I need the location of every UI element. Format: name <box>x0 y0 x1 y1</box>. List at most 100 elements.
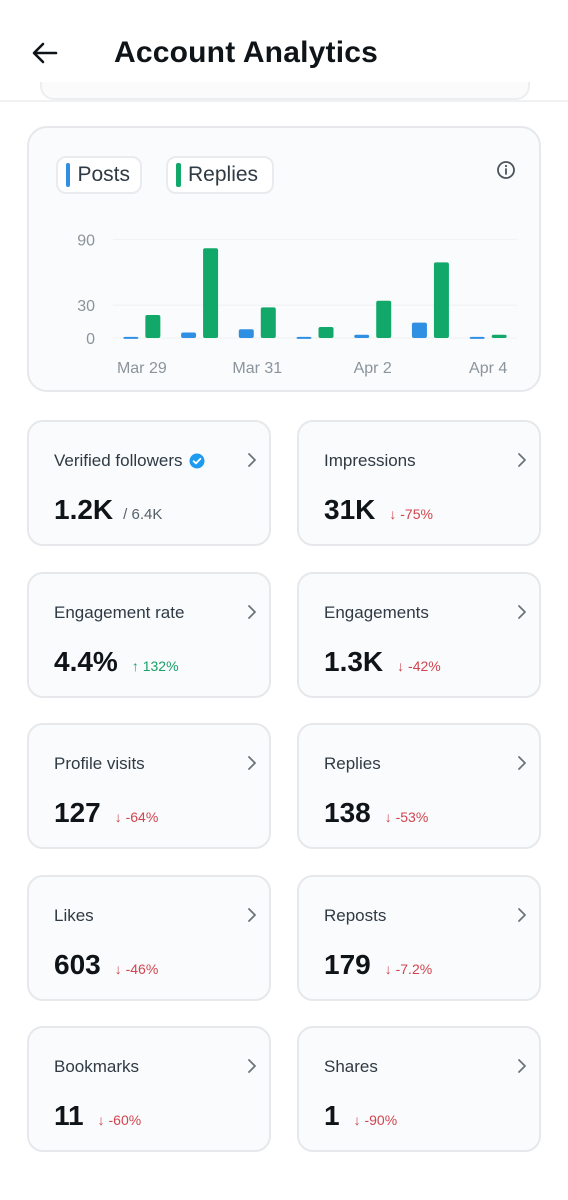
stat-change: ↓ -7.2% <box>384 961 433 977</box>
legend-posts[interactable]: Posts <box>56 156 142 194</box>
stat-label-text: Engagement rate <box>54 603 185 622</box>
bar-replies-apr-3[interactable] <box>433 262 449 338</box>
y-tick-label: 30 <box>77 298 95 315</box>
stat-change: ↓ -46% <box>114 961 159 977</box>
legend-replies[interactable]: Replies <box>166 156 274 194</box>
x-tick-label: Apr 4 <box>469 360 507 377</box>
stat-label: Reposts <box>324 906 386 926</box>
legend-posts-label: Posts <box>77 163 130 186</box>
stat-card[interactable]: Profile visits 127 ↓ -64% <box>27 723 271 849</box>
chevron-right-icon <box>518 1059 526 1073</box>
app-header: Account Analytics <box>0 0 568 100</box>
stat-label-text: Engagements <box>324 603 429 622</box>
collapsed-panel-edge <box>40 82 530 100</box>
bar-posts-mar-29[interactable] <box>123 336 139 339</box>
stat-label-text: Profile visits <box>54 754 145 773</box>
stat-label-text: Shares <box>324 1057 378 1076</box>
info-icon[interactable] <box>494 158 518 182</box>
bar-posts-apr-1[interactable] <box>296 336 312 339</box>
stat-value-row: 127 ↓ -64% <box>54 797 158 829</box>
stat-card[interactable]: Shares 1 ↓ -90% <box>297 1026 541 1152</box>
chevron-right-icon <box>248 605 256 619</box>
stat-change: ↓ -64% <box>114 809 159 825</box>
stat-card[interactable]: Bookmarks 11 ↓ -60% <box>27 1026 271 1152</box>
stat-change: ↓ -75% <box>389 506 433 522</box>
stat-change: ↓ -90% <box>353 1112 398 1128</box>
stat-value: 127 <box>54 797 101 828</box>
chevron-right-icon <box>248 1059 256 1073</box>
arrow-left-icon <box>32 42 58 64</box>
stat-value-row: 138 ↓ -53% <box>324 797 428 829</box>
activity-chart-card: 0 30 90 Mar 29 Mar 31 Apr 2 Apr 4 Posts Replie… <box>27 126 541 392</box>
bar-replies-mar-29[interactable] <box>145 315 161 338</box>
stat-value-row: 1.2K / 6.4K <box>54 494 162 526</box>
header-divider <box>0 100 568 102</box>
chevron-right-icon <box>248 908 256 922</box>
stat-value: 179 <box>324 949 371 980</box>
bar-posts-apr-3[interactable] <box>411 322 427 338</box>
bar-replies-apr-1[interactable] <box>318 327 334 338</box>
x-tick-label: Mar 31 <box>232 360 282 377</box>
stat-change: ↓ -42% <box>397 658 441 674</box>
stat-label-text: Verified followers <box>54 451 183 470</box>
legend-replies-swatch <box>176 163 181 187</box>
stat-change: ↓ -53% <box>384 809 429 825</box>
bar-posts-apr-4[interactable] <box>469 336 485 339</box>
bar-replies-apr-4[interactable] <box>491 334 507 338</box>
stat-value: 1.3K <box>324 646 384 677</box>
chevron-right-icon <box>518 605 526 619</box>
stat-card[interactable]: Engagement rate 4.4% ↑ 132% <box>27 572 271 698</box>
stat-value-row: 31K ↓ -75% <box>324 494 433 526</box>
stat-card[interactable]: Verified followers 1.2K / 6.4K <box>27 420 271 546</box>
stat-label: Bookmarks <box>54 1057 139 1077</box>
bar-replies-mar-31[interactable] <box>260 307 276 338</box>
chevron-right-icon <box>518 756 526 770</box>
back-button[interactable] <box>28 36 62 70</box>
stat-label: Engagement rate <box>54 603 184 623</box>
bar-posts-apr-2[interactable] <box>354 334 370 338</box>
bar-replies-apr-2[interactable] <box>376 300 392 338</box>
bar-posts-mar-30[interactable] <box>181 332 197 338</box>
stat-value: 4.4% <box>54 646 118 677</box>
activity-bar-chart: 0 30 90 Mar 29 Mar 31 Apr 2 Apr 4 <box>77 232 517 377</box>
stat-label: Replies <box>324 754 381 774</box>
x-tick-label: Apr 2 <box>354 360 392 377</box>
stat-label: Shares <box>324 1057 378 1077</box>
stat-card[interactable]: Impressions 31K ↓ -75% <box>297 420 541 546</box>
stat-value: 1.2K <box>54 494 114 525</box>
stat-label: Profile visits <box>54 754 145 774</box>
stat-card[interactable]: Replies 138 ↓ -53% <box>297 723 541 849</box>
y-tick-label: 90 <box>77 232 95 249</box>
verified-badge-icon <box>189 453 205 469</box>
stat-label: Verified followers <box>54 451 205 471</box>
stat-label: Likes <box>54 906 94 926</box>
stat-value: 138 <box>324 797 371 828</box>
chevron-right-icon <box>518 908 526 922</box>
stat-label-text: Bookmarks <box>54 1057 140 1076</box>
stat-card[interactable]: Engagements 1.3K ↓ -42% <box>297 572 541 698</box>
chevron-right-icon <box>248 756 256 770</box>
stat-label: Impressions <box>324 451 416 471</box>
stat-card[interactable]: Reposts 179 ↓ -7.2% <box>297 875 541 1001</box>
stat-value-row: 179 ↓ -7.2% <box>324 949 432 981</box>
page-title: Account Analytics <box>114 36 379 69</box>
x-tick-label: Mar 29 <box>117 360 167 377</box>
legend-replies-label: Replies <box>188 163 259 186</box>
stat-change: ↓ -60% <box>97 1112 142 1128</box>
legend-posts-swatch <box>66 163 71 187</box>
stat-value-row: 1.3K ↓ -42% <box>324 646 441 678</box>
stat-total: / 6.4K <box>123 506 163 523</box>
y-tick-label: 0 <box>86 331 95 348</box>
stat-value: 603 <box>54 949 101 980</box>
stat-value-row: 4.4% ↑ 132% <box>54 646 179 678</box>
stat-value-row: 1 ↓ -90% <box>324 1100 397 1132</box>
bar-posts-mar-31[interactable] <box>238 329 254 338</box>
chevron-right-icon <box>248 453 256 467</box>
chevron-right-icon <box>518 453 526 467</box>
stat-change: ↑ 132% <box>131 658 179 674</box>
stat-value-row: 11 ↓ -60% <box>54 1100 141 1132</box>
stat-value: 31K <box>324 494 376 525</box>
stat-card[interactable]: Likes 603 ↓ -46% <box>27 875 271 1001</box>
bar-replies-mar-30[interactable] <box>203 248 219 338</box>
stat-label-text: Reposts <box>324 906 387 925</box>
